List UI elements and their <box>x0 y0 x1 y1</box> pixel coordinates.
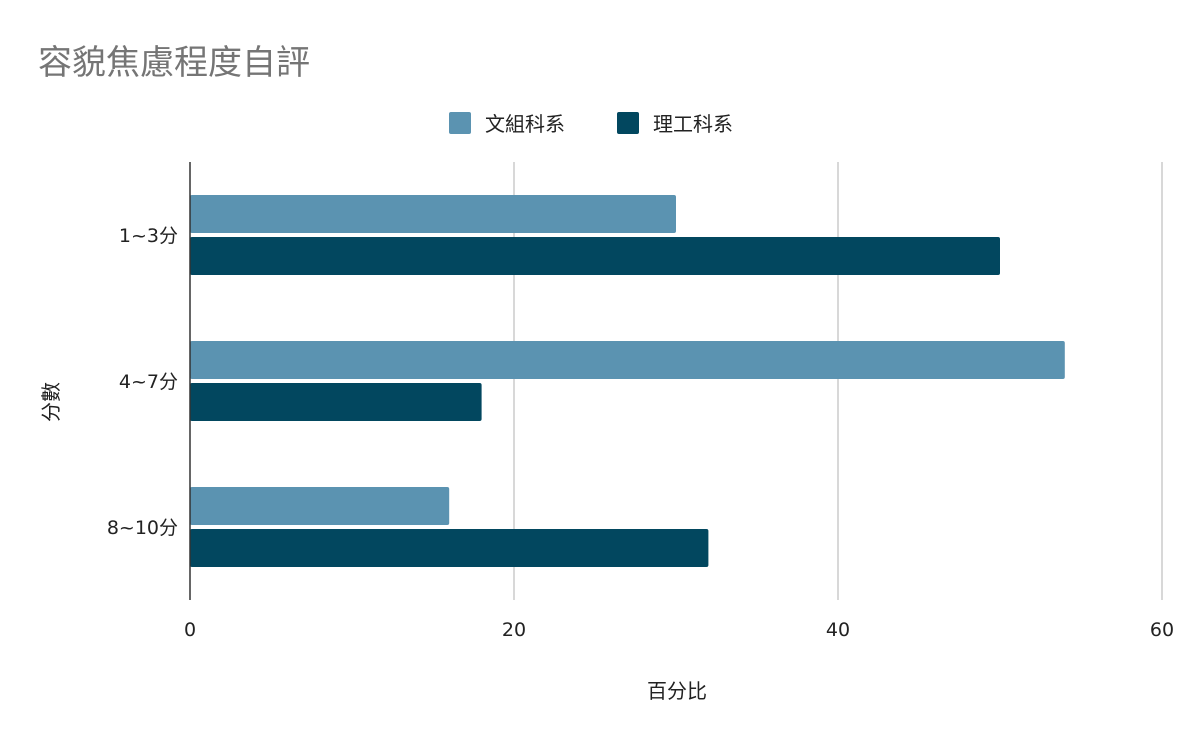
gridlines <box>513 162 1163 600</box>
y-tick-label: 1~3分 <box>119 225 178 247</box>
bar-series-2-3 <box>190 529 709 567</box>
y-tick-label: 8~10分 <box>107 517 178 539</box>
legend: 文組科系 理工科系 <box>449 112 733 136</box>
chart-title: 容貌焦慮程度自評 <box>38 43 310 83</box>
y-axis-title: 分數 <box>39 382 63 422</box>
legend-label-series-1: 文組科系 <box>485 112 565 136</box>
bar-series-1-2 <box>190 341 1065 379</box>
x-tick-labels: 0 20 40 60 <box>184 619 1174 641</box>
y-tick-label: 4~7分 <box>119 371 178 393</box>
legend-label-series-2: 理工科系 <box>653 112 733 136</box>
bar-series-2-1 <box>190 237 1000 275</box>
bars <box>190 195 1065 567</box>
x-tick-label: 20 <box>502 619 526 641</box>
legend-swatch-series-1 <box>449 112 471 134</box>
x-axis-title: 百分比 <box>647 679 707 703</box>
x-tick-label: 40 <box>826 619 850 641</box>
bar-series-1-3 <box>190 487 450 525</box>
y-tick-labels: 1~3分 4~7分 8~10分 <box>107 225 178 539</box>
x-tick-label: 60 <box>1150 619 1174 641</box>
bar-series-1-1 <box>190 195 676 233</box>
bar-series-2-2 <box>190 383 482 421</box>
x-tick-label: 0 <box>184 619 196 641</box>
legend-swatch-series-2 <box>617 112 639 134</box>
